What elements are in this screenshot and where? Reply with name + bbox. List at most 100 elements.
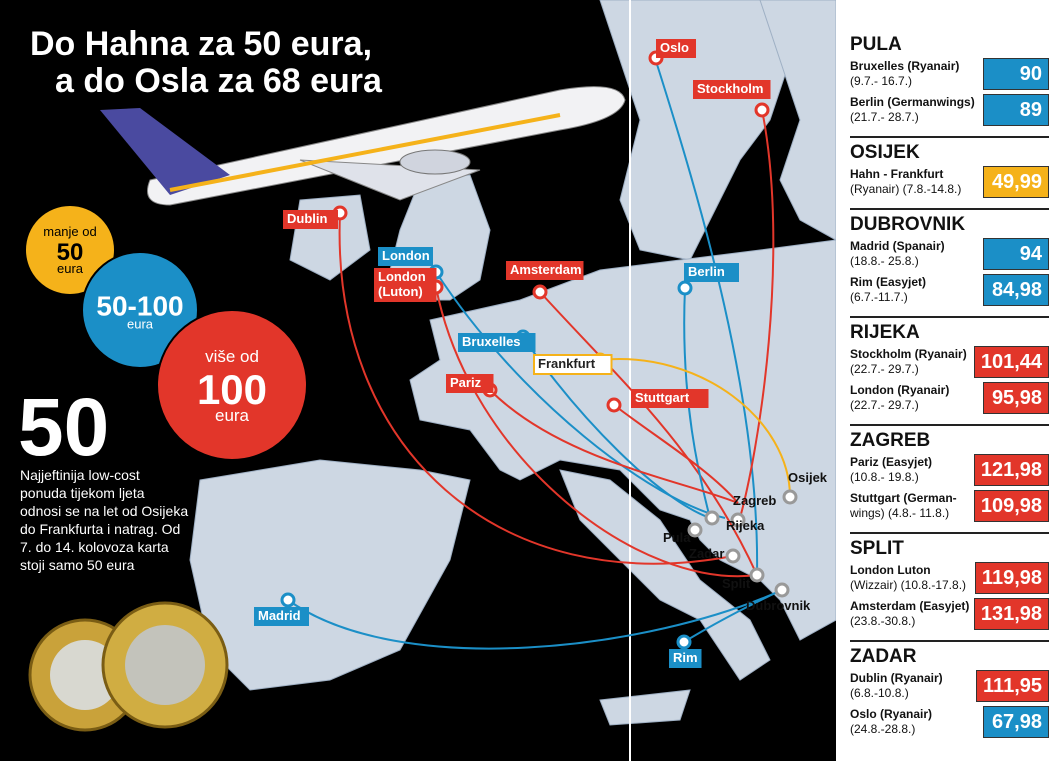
city-label: Frankfurt [538, 356, 596, 371]
city-dot [532, 284, 548, 300]
price: 109,98 [973, 490, 1049, 522]
route-line: Oslo (Ryanair) [850, 707, 933, 721]
route-line: (6.7.-11.7.) [850, 290, 908, 304]
city-name: SPLIT [850, 538, 904, 559]
city-section: PULA Bruxelles (Ryanair) (9.7.- 16.7.) 90 Be… [850, 30, 1049, 138]
route-line: (6.8.-10.8.) [850, 686, 909, 700]
route-line: Dublin (Ryanair) [850, 671, 943, 685]
legend-bubble [81, 251, 199, 369]
route-line: (18.8.- 25.8.) [850, 254, 919, 268]
map-label: Rijeka [704, 510, 765, 533]
route-line: Madrid (Spanair) [850, 239, 945, 253]
route-line: Pariz (Easyjet) [850, 455, 933, 469]
title-line: a do Osla za 68 eura [55, 62, 383, 100]
legend-text: eura [57, 261, 84, 276]
city-label: Pula [663, 530, 691, 545]
flight-row: Berlin (Germanwings) (21.7.- 28.7.) 89 [850, 94, 1049, 126]
legend-text: 50-100 [96, 291, 183, 322]
city-dot [687, 522, 703, 538]
city-section: OSIJEK Hahn - Frankfurt (Ryanair) (7.8.-14… [850, 138, 1049, 210]
city-label: Bruxelles [462, 334, 521, 349]
city-name: DUBROVNIK [850, 214, 966, 235]
price: 101,44 [973, 346, 1049, 378]
map-label: Osijek [782, 470, 828, 505]
city-label: London [378, 269, 426, 284]
price: 67,98 [983, 706, 1049, 738]
flight-row: London (Ryanair) (22.7.- 29.7.) 95,98 [850, 382, 1049, 414]
city-dot [749, 567, 765, 583]
label-box [656, 39, 696, 58]
city-name: PULA [850, 34, 902, 55]
route-line: Bruxelles (Ryanair) [850, 59, 960, 73]
city-label: Zadar [689, 546, 724, 561]
route-line: (21.7.- 28.7.) [850, 110, 919, 124]
route-line: Stuttgart (German- [850, 491, 957, 505]
label-box [254, 607, 309, 626]
city-label: Zagreb [733, 493, 776, 508]
route-line: (23.8.-30.8.) [850, 614, 916, 628]
route: Amsterdam (Easyjet) (23.8.-30.8.) [850, 599, 969, 629]
route: Pariz (Easyjet) (10.8.- 19.8.) [850, 455, 932, 485]
route-line: (24.8.-28.8.) [850, 722, 916, 736]
legend-text: 50 [57, 239, 84, 266]
price: 95,98 [983, 382, 1049, 414]
title-line: Do Hahna za 50 eura, [30, 25, 372, 63]
label-box [693, 80, 771, 99]
map-label: Stockholm [693, 80, 771, 118]
flight-row: Hahn - Frankfurt (Ryanair) (7.8.-14.8.) 49… [850, 166, 1049, 198]
city-label: Pariz [450, 375, 482, 390]
map-label: Madrid [254, 592, 309, 626]
legend-text: više od [205, 347, 259, 366]
label-box [446, 374, 494, 393]
city-label: Rim [673, 650, 698, 665]
route: Stuttgart (German-wings) (4.8.- 11.8.) [850, 491, 957, 521]
label-box [631, 389, 709, 408]
map-label: Oslo [648, 39, 696, 66]
highlight-number: 50 [18, 382, 109, 473]
price: 119,98 [974, 562, 1049, 594]
map-label: Rim [669, 634, 702, 668]
city-dot [774, 582, 790, 598]
route: Stockholm (Ryanair) (22.7.- 29.7.) [850, 347, 967, 377]
city-dot [725, 548, 741, 564]
route-line: Berlin (Germanwings) [850, 95, 975, 109]
label-box [458, 333, 536, 352]
map-label: Pariz [446, 374, 498, 398]
city-label: London [382, 248, 430, 263]
city-section: RIJEKA Stockholm (Ryanair) (22.7.- 29.7.) 1… [850, 318, 1049, 426]
legend-text: 100 [197, 366, 267, 413]
legend-text: manje od [43, 224, 96, 239]
price: 111,95 [976, 670, 1049, 702]
label-box [374, 268, 437, 302]
route: Bruxelles (Ryanair) (9.7.- 16.7.) [850, 59, 959, 89]
city-label: (Luton) [378, 284, 423, 299]
legend-text: eura [215, 406, 250, 425]
flight-row: Madrid (Spanair) (18.8.- 25.8.) 94 [850, 238, 1049, 270]
legend-bubble [24, 204, 116, 296]
flight-row: Stuttgart (German-wings) (4.8.- 11.8.) 10… [850, 490, 1049, 522]
price: 84,98 [983, 274, 1049, 306]
map-label: Dublin [283, 205, 348, 229]
city-dot [782, 489, 798, 505]
city-label: Dublin [287, 211, 327, 226]
city-label: Osijek [788, 470, 828, 485]
route: Oslo (Ryanair) (24.8.-28.8.) [850, 707, 932, 737]
map-label: Stuttgart [606, 389, 709, 413]
flight-row: Bruxelles (Ryanair) (9.7.- 16.7.) 90 [850, 58, 1049, 90]
map-labels: OsloStockholmDublinLondonLondon(Luton)Am… [254, 39, 828, 668]
flight-row: Rim (Easyjet) (6.7.-11.7.) 84,98 [850, 274, 1049, 306]
city-dot [730, 512, 746, 528]
highlight-text: odnosi se na let od Osijeka [20, 503, 188, 519]
highlight-text: stoji samo 50 eura [20, 557, 135, 573]
map-label: London(Luton) [374, 268, 444, 302]
city-label: Amsterdam [510, 262, 582, 277]
price: 49,99 [983, 166, 1049, 198]
route-line: Rim (Easyjet) [850, 275, 927, 289]
route-line: London Luton [850, 563, 931, 577]
route-line: (Ryanair) (7.8.-14.8.) [850, 182, 962, 196]
map-label: Frankfurt [533, 352, 613, 375]
city-label: Stuttgart [635, 390, 690, 405]
city-name: RIJEKA [850, 322, 920, 343]
city-label: Split [722, 576, 751, 591]
